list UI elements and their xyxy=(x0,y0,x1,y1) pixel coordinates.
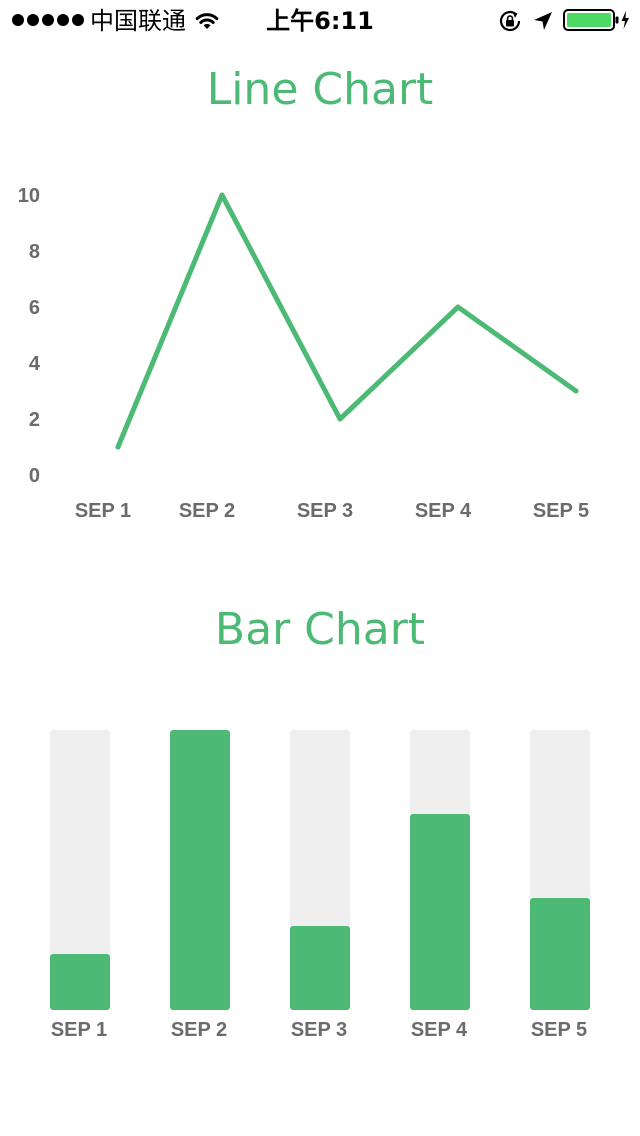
x-tick-label: SEP 3 xyxy=(291,1019,347,1041)
bar-chart: SEP 1 SEP 2 SEP 3 SEP 4 SEP 5 xyxy=(50,730,590,1041)
signal-strength-icon xyxy=(12,14,84,28)
x-tick-label: SEP 1 xyxy=(51,1019,107,1041)
x-tick-label: SEP 2 xyxy=(179,500,235,522)
bar-track xyxy=(50,730,110,1010)
x-tick-label: SEP 4 xyxy=(411,1019,468,1041)
data-point xyxy=(455,304,461,310)
location-arrow-icon xyxy=(534,12,552,30)
bar xyxy=(50,954,110,1010)
x-tick-label: SEP 5 xyxy=(531,1019,587,1041)
bar xyxy=(530,898,590,1010)
y-tick-label: 6 xyxy=(29,297,40,319)
bar xyxy=(170,730,230,1010)
x-tick-label: SEP 3 xyxy=(297,500,353,522)
y-tick-label: 4 xyxy=(29,353,41,375)
bar xyxy=(410,814,470,1010)
y-tick-label: 2 xyxy=(29,409,40,431)
status-bar: 中国联通 上午6:11 xyxy=(0,0,640,40)
line-chart: 0 2 4 6 8 10 SEP 1 SEP 2 SEP 3 SEP 4 SEP 5 xyxy=(18,185,589,522)
battery-icon xyxy=(563,9,629,31)
rotation-lock-icon xyxy=(499,10,521,32)
carrier-name: 中国联通 xyxy=(90,7,186,35)
status-time: 上午6:11 xyxy=(266,7,374,35)
wifi-icon xyxy=(195,13,219,29)
bar-chart-title: Bar Chart xyxy=(214,604,426,655)
y-tick-label: 8 xyxy=(29,241,40,263)
data-point xyxy=(337,416,343,422)
bar xyxy=(290,926,350,1010)
data-point xyxy=(573,388,579,394)
data-point xyxy=(219,192,225,198)
x-tick-label: SEP 2 xyxy=(171,1019,227,1041)
x-tick-label: SEP 4 xyxy=(415,500,472,522)
line-series xyxy=(115,192,579,450)
y-tick-label: 10 xyxy=(18,185,40,207)
y-tick-label: 0 xyxy=(29,465,40,487)
line-chart-title: Line Chart xyxy=(206,64,434,115)
data-point xyxy=(115,444,121,450)
x-tick-label: SEP 1 xyxy=(75,500,131,522)
x-tick-label: SEP 5 xyxy=(533,500,589,522)
